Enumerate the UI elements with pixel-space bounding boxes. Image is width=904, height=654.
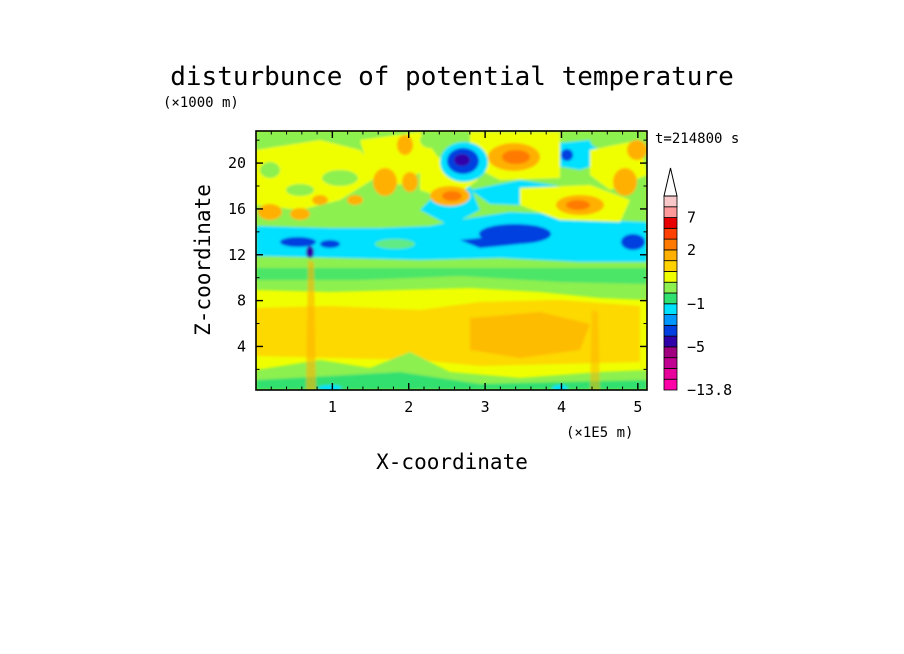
colorbar-swatch [663,368,678,380]
x-tick-label: 4 [557,398,566,416]
colorbar-swatch [663,206,678,218]
x-tick-label: 2 [404,398,413,416]
colorbar-swatch [663,271,678,283]
colorbar: 7 2 −1 −5 −13.8 [663,167,732,399]
x-tick-label: 5 [633,398,642,416]
streak-green-2 [286,184,314,196]
region-upper-yellow-1 [256,140,380,210]
colorbar-swatch [663,249,678,262]
y-axis-title: Z-coordinate [191,184,215,336]
plot-frame [255,130,648,391]
colorbar-swatch [663,357,678,369]
y-tick-label: 12 [228,246,246,264]
colorbar-swatch [663,238,678,251]
colorbar-swatch [663,292,678,305]
blob-blue-left-2 [320,240,340,248]
y-tick-label: 20 [228,154,246,172]
blob-orange-far-right [613,168,637,196]
colorbar-swatch [663,281,678,294]
x-axis: 1 2 3 4 5 [270,131,642,416]
colorbar-label: 7 [687,209,696,227]
colorbar-swatch [663,227,678,240]
y-axis: 4 8 12 16 20 [228,139,647,370]
colorbar-swatch [663,335,678,348]
blob-blue-right [621,234,645,250]
x-tick-label: 1 [328,398,337,416]
colorbar-swatch [663,217,678,229]
blob-blue-left [280,237,316,247]
chart-title: disturbunce of potential temperature [170,62,734,92]
mountain-streak-left [306,260,316,390]
streak-green-5 [420,132,440,148]
blob-green-mid [375,239,415,249]
mountain-streak-right [590,310,600,390]
x-tick-label: 3 [481,398,490,416]
region-green-band-2 [256,268,647,284]
region-ground-green-2 [256,372,647,390]
ground-blue-2 [552,385,568,390]
blob-orange-upleft [373,168,397,196]
colorbar-swatch [663,346,678,359]
blob-orange-left-4 [347,195,363,205]
blob-orange-left-core [442,191,462,201]
region-cyan-band [256,212,647,262]
blob-orange-left-2 [290,208,310,220]
blob-orange-left-edge [258,204,282,220]
streak-green-1 [322,170,358,186]
y-unit-label: (×1000 m) [163,95,239,111]
y-tick-label: 4 [237,337,246,355]
colorbar-swatch [663,324,678,337]
colorbar-swatch [663,378,678,391]
colorbar-swatch [663,314,678,326]
streak-green-6 [590,132,610,148]
blob-blue-mid-tail [460,236,520,248]
blob-orange-top-mid-core [502,150,530,164]
x-unit-label: (×1E5 m) [566,425,633,441]
colorbar-arrow [663,167,678,197]
y-tick-label: 16 [228,200,246,218]
colorbar-swatch [663,195,678,208]
region-lower-orange-core [470,312,590,358]
contour-field [256,131,647,390]
colorbar-swatch [663,303,678,315]
blob-orange-top-edge [397,135,413,155]
streak-green-3 [340,209,380,221]
streak-green-4 [260,162,280,178]
y-tick-label: 8 [237,292,246,310]
blob-orange-left-3 [312,195,328,205]
colorbar-label: −1 [687,295,705,313]
colorbar-label: −13.8 [687,381,732,399]
colorbar-label: −5 [687,338,705,356]
blob-blue-left-3 [306,246,314,258]
x-axis-title: X-coordinate [376,450,528,474]
blob-blue-top-core [454,154,470,166]
blob-orange-right-core [566,200,590,210]
blob-orange-top-right [627,140,647,160]
ground-blue-1 [318,385,342,390]
colorbar-swatch [663,260,678,272]
colorbar-label: 2 [687,241,696,259]
blob-blue-top-right [561,149,573,161]
time-label: t=214800 s [655,131,739,147]
blob-orange-upleft-2 [402,172,418,192]
